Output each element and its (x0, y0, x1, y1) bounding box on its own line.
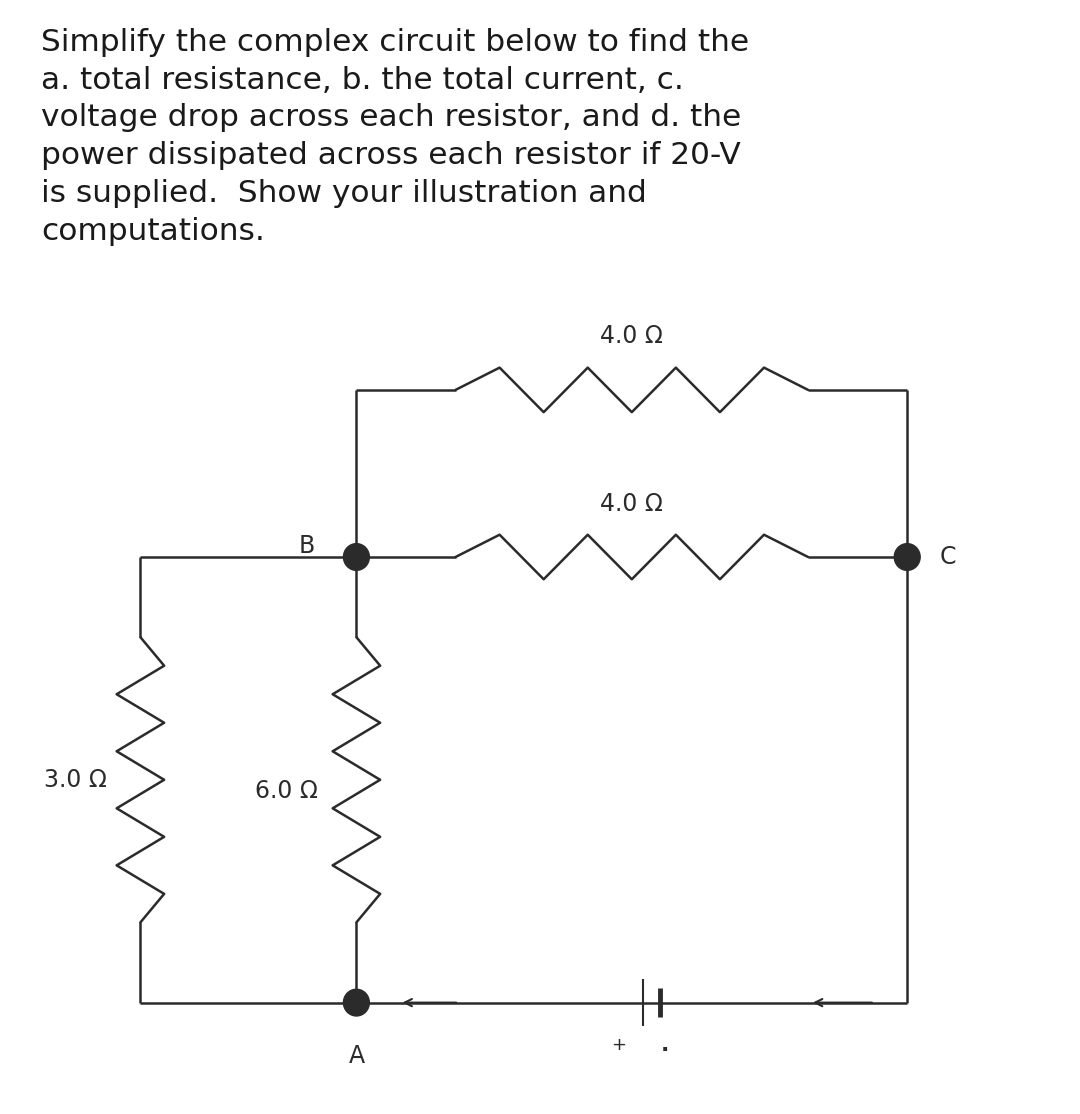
Text: +: + (611, 1036, 626, 1054)
Text: C: C (940, 545, 956, 569)
Circle shape (343, 989, 369, 1016)
Text: 4.0 Ω: 4.0 Ω (600, 324, 663, 349)
Text: .: . (661, 1035, 670, 1055)
Text: Simplify the complex circuit below to find the
a. total resistance, b. the total: Simplify the complex circuit below to fi… (41, 28, 750, 245)
Text: 6.0 Ω: 6.0 Ω (255, 779, 318, 803)
Text: B: B (299, 534, 315, 558)
Text: A: A (349, 1044, 364, 1068)
Text: 4.0 Ω: 4.0 Ω (600, 491, 663, 516)
Text: 3.0 Ω: 3.0 Ω (44, 768, 107, 792)
Circle shape (343, 544, 369, 570)
Circle shape (894, 544, 920, 570)
